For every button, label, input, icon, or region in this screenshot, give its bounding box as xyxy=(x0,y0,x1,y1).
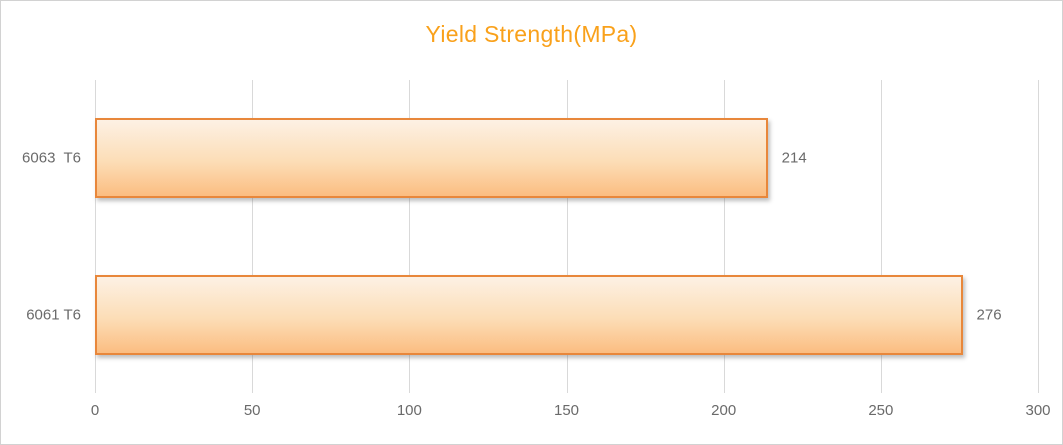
x-tick-label: 250 xyxy=(868,402,894,419)
gridline xyxy=(723,80,725,393)
x-tick-label: 300 xyxy=(1025,402,1051,419)
gridline xyxy=(95,80,96,393)
gridline xyxy=(252,80,254,393)
category-label: 6063 T6 xyxy=(22,149,81,167)
value-label: 276 xyxy=(976,306,1002,324)
x-tick-label: 150 xyxy=(553,402,580,419)
x-tick-label: 50 xyxy=(243,402,261,419)
gridline xyxy=(880,80,882,393)
x-tick-label: 0 xyxy=(90,402,100,419)
bar-6061-t6 xyxy=(95,274,963,355)
category-label: 6061 T6 xyxy=(26,306,81,324)
gridline xyxy=(566,80,568,393)
chart-title: Yield Strength(MPa) xyxy=(425,21,638,47)
x-tick-label: 200 xyxy=(711,402,737,419)
value-label: 214 xyxy=(781,149,807,167)
gridline xyxy=(1038,80,1039,393)
x-tick-label: 100 xyxy=(396,402,422,419)
bar-6063-t6 xyxy=(95,118,768,199)
gridline xyxy=(409,80,411,393)
